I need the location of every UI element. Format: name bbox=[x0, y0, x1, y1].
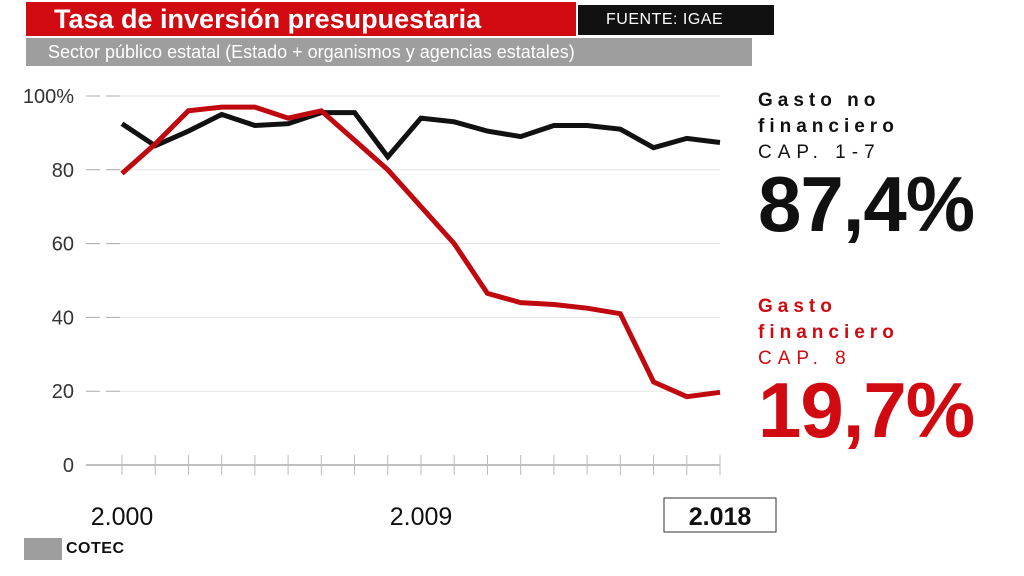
kpi-no-financiero-label-line1: Gasto no bbox=[758, 90, 881, 111]
logo-text: COTEC bbox=[66, 540, 125, 557]
x-tick-highlight-box bbox=[663, 497, 777, 533]
y-tick-label-1: 80 bbox=[52, 160, 74, 182]
kpi-financiero-label-line2: financiero bbox=[758, 322, 899, 343]
kpi-financiero-label-line1: Gasto bbox=[758, 296, 837, 317]
y-tick-label-4: 20 bbox=[52, 381, 74, 403]
kpi-no-financiero-cap: CAP. 1-7 bbox=[758, 142, 881, 163]
y-tick-label-3: 40 bbox=[52, 307, 74, 329]
kpi-financiero: Gasto financiero CAP. 8 19,7% bbox=[758, 294, 975, 454]
x-tick-label-2: 2.018 bbox=[689, 503, 752, 531]
cotec-logo: COTEC bbox=[24, 538, 125, 560]
logo-swatch bbox=[24, 538, 62, 560]
source-label: FUENTE: IGAE bbox=[578, 5, 774, 35]
kpi-no-financiero: Gasto no financiero CAP. 1-7 87,4% bbox=[758, 88, 975, 248]
y-tick-label-0: 100% bbox=[23, 86, 74, 108]
kpi-financiero-cap: CAP. 8 bbox=[758, 348, 852, 369]
y-tick-label-2: 60 bbox=[52, 234, 74, 256]
series-line-financiero bbox=[120, 104, 721, 400]
series-line-no-financiero bbox=[120, 110, 721, 161]
kpi-no-financiero-value: 87,4% bbox=[758, 160, 975, 248]
y-tick-label-5: 0 bbox=[63, 455, 74, 477]
kpi-financiero-value: 19,7% bbox=[758, 366, 975, 454]
chart-title: Tasa de inversión presupuestaria bbox=[26, 2, 576, 36]
x-tick-label-0: 2.000 bbox=[91, 503, 154, 531]
chart-subtitle: Sector público estatal (Estado + organis… bbox=[26, 38, 752, 66]
kpi-no-financiero-label-line2: financiero bbox=[758, 116, 899, 137]
x-tick-label-1: 2.009 bbox=[390, 503, 453, 531]
